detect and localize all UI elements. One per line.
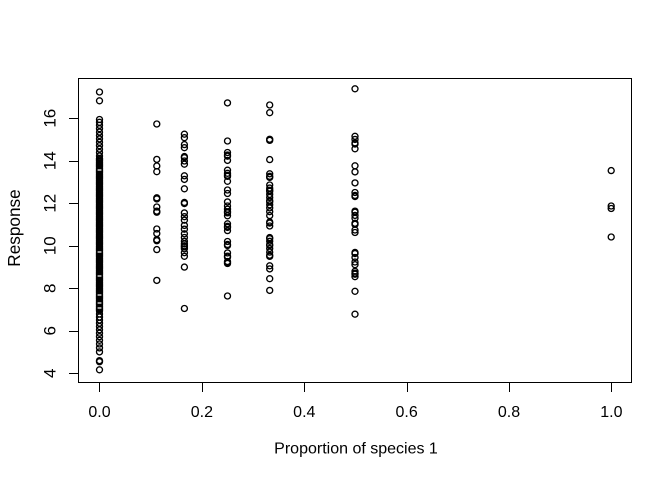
svg-text:1.0: 1.0 — [600, 404, 622, 421]
svg-text:0.8: 0.8 — [498, 404, 520, 421]
svg-text:0.4: 0.4 — [293, 404, 315, 421]
svg-text:0.2: 0.2 — [191, 404, 213, 421]
svg-text:12: 12 — [41, 194, 60, 213]
svg-text:16: 16 — [41, 109, 60, 128]
svg-text:14: 14 — [41, 151, 60, 170]
svg-text:Response: Response — [4, 189, 24, 266]
svg-text:4: 4 — [41, 369, 60, 378]
svg-text:0.0: 0.0 — [88, 404, 110, 421]
svg-text:10: 10 — [41, 236, 60, 255]
svg-text:Proportion of species 1: Proportion of species 1 — [274, 440, 438, 457]
svg-text:0.6: 0.6 — [395, 404, 417, 421]
svg-text:8: 8 — [41, 284, 60, 293]
svg-text:6: 6 — [41, 326, 60, 335]
